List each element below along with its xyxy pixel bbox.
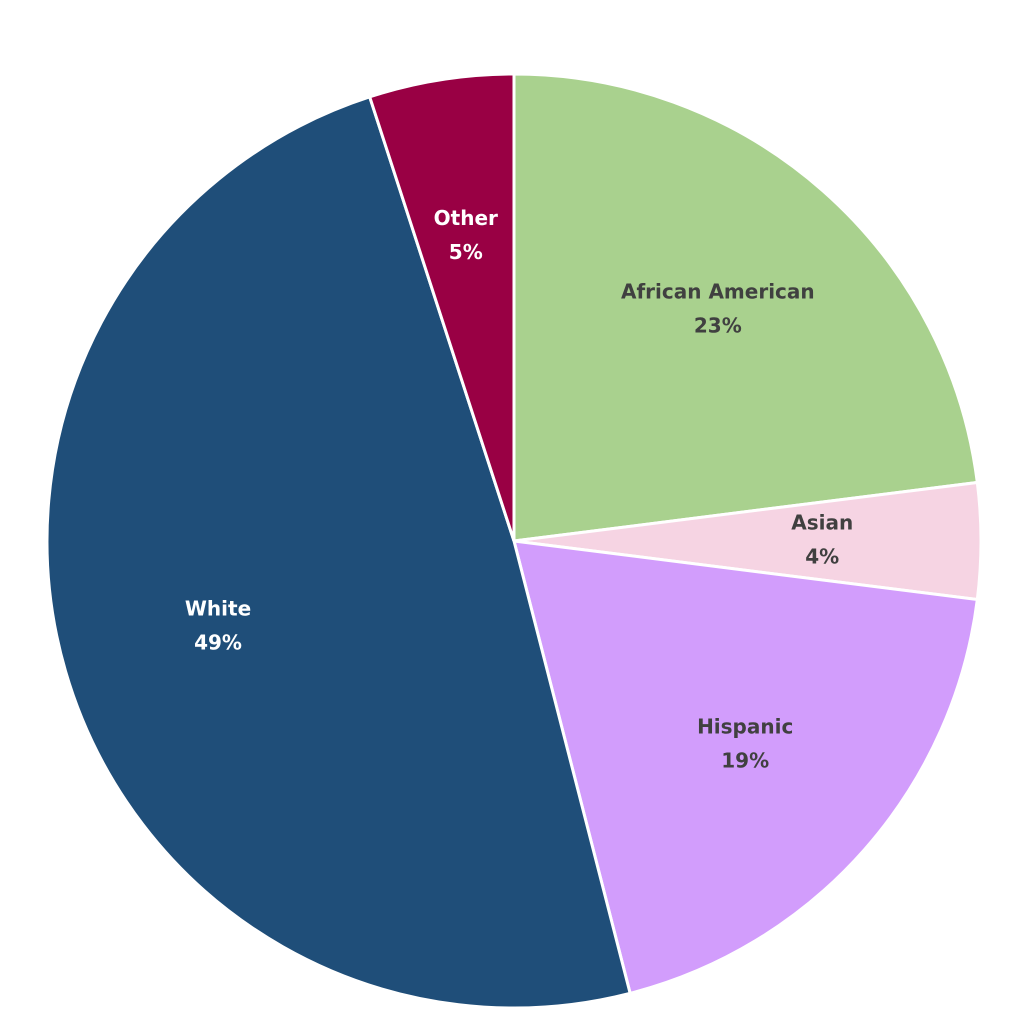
slice-label: White — [185, 596, 251, 620]
pie-slice — [45, 94, 632, 1010]
slice-label: Other — [434, 206, 498, 230]
pie-slice — [512, 72, 979, 543]
slice-value: 5% — [449, 240, 483, 264]
slice-label: Asian — [791, 511, 853, 535]
pie-slice — [367, 72, 516, 542]
slice-value: 49% — [194, 630, 242, 654]
pie-slice — [511, 539, 979, 996]
slice-label: Hispanic — [697, 714, 793, 738]
slice-value: 19% — [721, 748, 769, 772]
slice-value: 23% — [694, 313, 742, 337]
slice-label: African American — [621, 279, 815, 303]
slice-value: 4% — [805, 545, 839, 569]
